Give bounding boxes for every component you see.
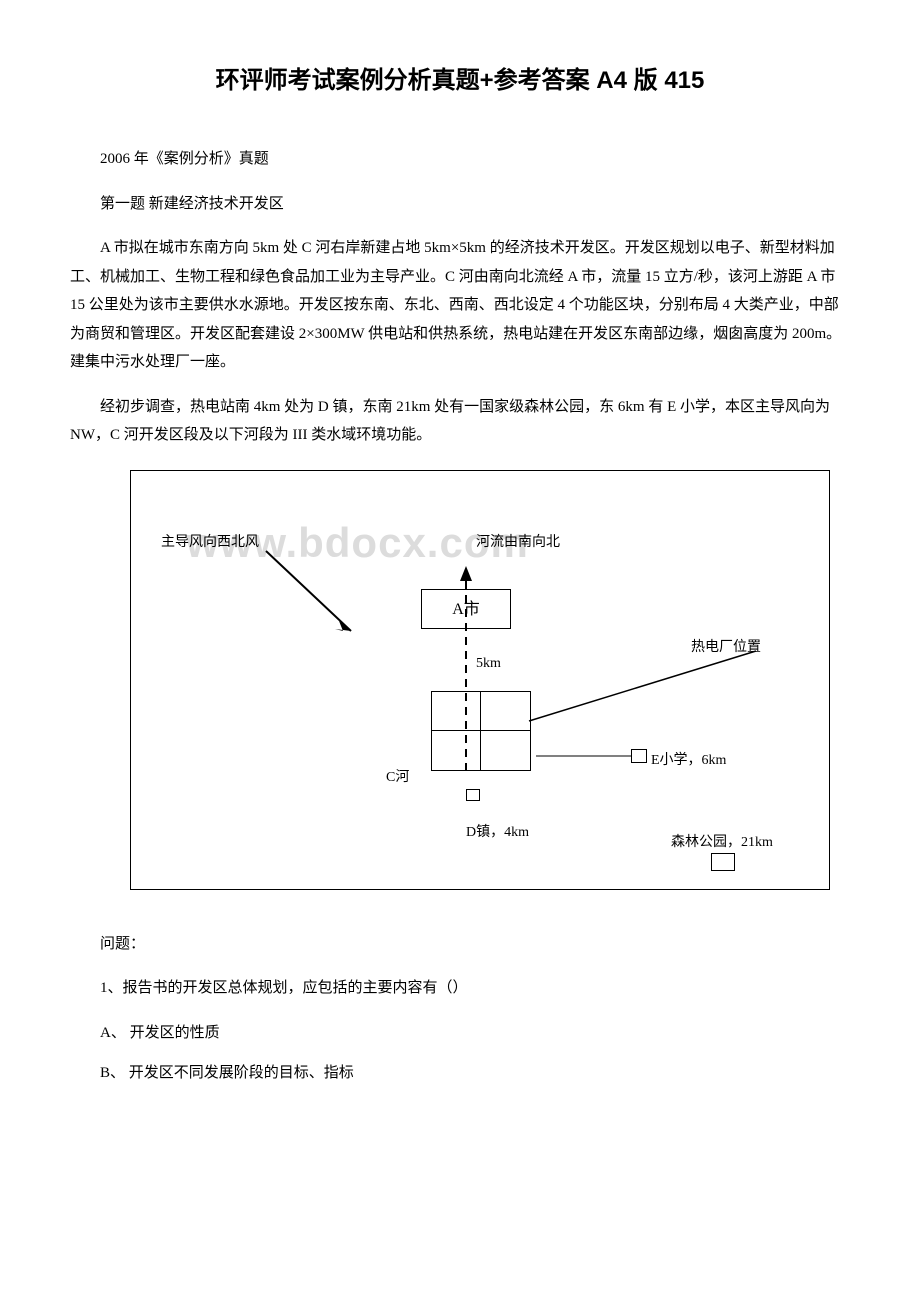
- grid-h-divider: [431, 730, 531, 731]
- distance-5km-label: 5km: [476, 656, 501, 672]
- paragraph-year: 2006 年《案例分析》真题: [70, 145, 850, 174]
- site-diagram: www.bdocx.com 主导风向西北风 河流由南向北 A市 5km 热电厂位…: [130, 470, 830, 890]
- city-box: A市: [421, 589, 511, 629]
- diagram-container: www.bdocx.com 主导风向西北风 河流由南向北 A市 5km 热电厂位…: [130, 470, 850, 890]
- question-1: 1、报告书的开发区总体规划，应包括的主要内容有（）: [70, 974, 850, 1003]
- power-plant-label: 热电厂位置: [691, 636, 761, 656]
- river-direction-label: 河流由南向北: [476, 531, 560, 551]
- school-label: E小学，6km: [651, 749, 726, 769]
- paragraph-body-1: A 市拟在城市东南方向 5km 处 C 河右岸新建占地 5km×5km 的经济技…: [70, 234, 850, 377]
- document-title: 环评师考试案例分析真题+参考答案 A4 版 415: [70, 60, 850, 95]
- option-a: A、 开发区的性质: [70, 1019, 850, 1048]
- small-marker-1: [466, 789, 480, 801]
- grid-v-divider: [480, 691, 481, 771]
- town-label: D镇，4km: [466, 821, 529, 841]
- paragraph-topic: 第一题 新建经济技术开发区: [70, 190, 850, 219]
- park-marker: [711, 853, 735, 871]
- option-b: B、 开发区不同发展阶段的目标、指标: [70, 1059, 850, 1088]
- park-label: 森林公园，21km: [671, 831, 773, 851]
- city-label: A市: [452, 601, 480, 618]
- river-c-label: C河: [386, 766, 409, 786]
- wind-direction-label: 主导风向西北风: [161, 531, 259, 551]
- paragraph-body-2: 经初步调查，热电站南 4km 处为 D 镇，东南 21km 处有一国家级森林公园…: [70, 393, 850, 450]
- school-marker: [631, 749, 647, 763]
- dev-zone-grid: [431, 691, 531, 771]
- question-heading: 问题：: [70, 930, 850, 959]
